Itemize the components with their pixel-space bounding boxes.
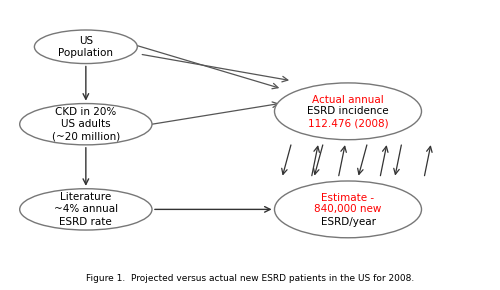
Text: Actual annual: Actual annual [312,95,384,105]
Ellipse shape [20,104,152,145]
Text: Estimate -: Estimate - [322,193,374,203]
Ellipse shape [274,83,422,140]
Text: ESRD incidence: ESRD incidence [307,106,389,116]
Ellipse shape [34,30,138,64]
Ellipse shape [274,181,422,238]
Text: Figure 1.  Projected versus actual new ESRD patients in the US for 2008.: Figure 1. Projected versus actual new ES… [86,274,414,283]
Text: ESRD/year: ESRD/year [320,217,376,227]
Ellipse shape [20,189,152,230]
Text: 112.476 (2008): 112.476 (2008) [308,119,388,129]
Text: CKD in 20%
US adults
(~20 million): CKD in 20% US adults (~20 million) [52,107,120,142]
Text: Literature
~4% annual
ESRD rate: Literature ~4% annual ESRD rate [54,192,118,227]
Text: 840,000 new: 840,000 new [314,204,382,214]
Text: US
Population: US Population [58,36,114,58]
